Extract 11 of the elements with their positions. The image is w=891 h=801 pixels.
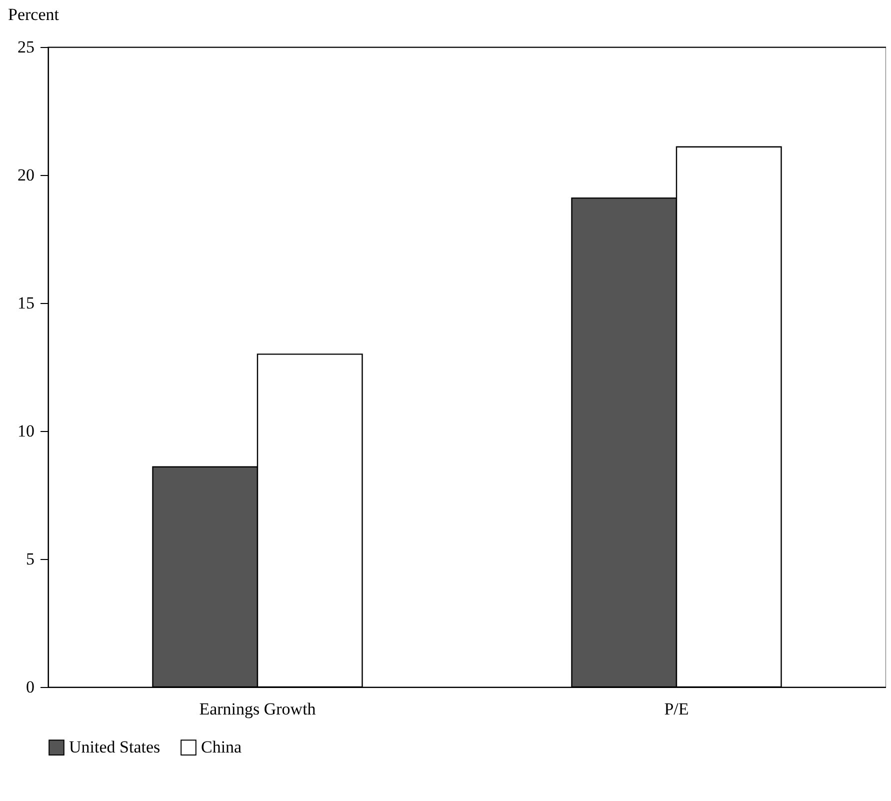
y-tick-label: 10 — [18, 422, 34, 440]
y-tick-label: 15 — [18, 294, 34, 312]
y-tick-label: 5 — [26, 550, 34, 568]
y-tick-label: 25 — [18, 38, 34, 56]
x-tick-label: Earnings Growth — [199, 700, 316, 718]
y-tick-label: 20 — [18, 166, 34, 184]
legend-label: United States — [69, 738, 160, 757]
y-axis-title: Percent — [8, 5, 60, 24]
y-tick-label: 0 — [26, 678, 34, 696]
legend-label: China — [201, 738, 242, 757]
x-tick-label: P/E — [664, 700, 689, 718]
